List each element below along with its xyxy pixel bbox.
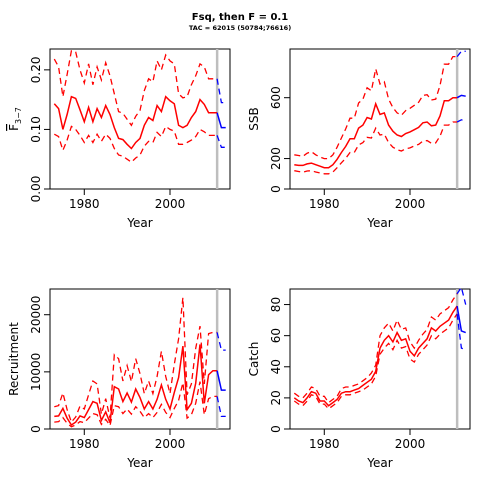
history-upper-line <box>54 297 218 424</box>
history-lower-line <box>54 381 218 428</box>
x-tick-label: 1980 <box>69 437 100 451</box>
x-axis-label: Year <box>366 456 392 470</box>
projection-upper-line <box>216 332 226 351</box>
y-axis-label-sub: 3−7 <box>14 107 23 124</box>
x-tick-label: 2000 <box>155 437 186 451</box>
y-tick-label: 20 <box>269 390 283 405</box>
plot-frame <box>49 288 231 430</box>
projection-median-line <box>216 112 226 129</box>
panel-catch: 1980 2000 0 20 40 60 80 Year Catch <box>247 285 471 470</box>
y-tick-label: 20000 <box>29 296 43 334</box>
y-tick-label: 0.20 <box>29 56 43 83</box>
x-axis-label: Year <box>126 216 152 230</box>
y-axis-label: Recruitment <box>7 322 21 396</box>
y-tick-label: 60 <box>269 328 283 343</box>
x-tick-label: 2000 <box>395 437 426 451</box>
x-tick-label: 1980 <box>69 197 100 211</box>
plot-frame <box>49 48 231 190</box>
panel-f: 1980 2000 0.00 0.10 0.20 Year F3−7 <box>7 48 231 230</box>
projection-lower-line <box>216 396 226 418</box>
history-lower-line <box>293 313 458 410</box>
y-axis-label-main: F <box>7 124 21 131</box>
x-axis-label: Year <box>366 216 392 230</box>
y-axis-label: Catch <box>247 342 261 377</box>
figure-subtitle: TAC = 62015 (50784;76616) <box>189 24 291 32</box>
history-median-line <box>294 96 458 169</box>
history-upper-line <box>293 293 458 404</box>
projection-upper-line <box>456 285 467 305</box>
x-tick-label: 2000 <box>395 197 426 211</box>
y-axis-label: SSB <box>247 107 261 130</box>
y-tick-label: 0 <box>269 425 283 433</box>
x-tick-label: 1980 <box>309 437 340 451</box>
y-tick-label: 0 <box>269 185 283 193</box>
projection-median-line <box>456 94 466 99</box>
y-tick-label: 80 <box>269 297 283 312</box>
x-tick-label: 2000 <box>155 197 186 211</box>
y-tick-label: 200 <box>269 147 283 170</box>
projection-upper-line <box>456 50 466 58</box>
projection-lower-line <box>216 135 226 148</box>
history-lower-line <box>53 125 218 164</box>
y-tick-label: 0.10 <box>29 116 43 143</box>
y-tick-label: 600 <box>269 86 283 109</box>
x-tick-label: 1980 <box>309 197 340 211</box>
y-axis-label: F3−7 <box>7 107 23 131</box>
y-tick-label: 40 <box>269 359 283 374</box>
figure-title: Fsq, then F = 0.1 <box>192 12 288 23</box>
projection-lower-line <box>456 313 466 351</box>
plot-frame <box>289 288 471 430</box>
history-median-line <box>53 95 218 150</box>
y-tick-label: 10000 <box>29 353 43 391</box>
projection-upper-line <box>216 78 226 104</box>
y-tick-label: 0 <box>29 425 43 433</box>
history-median-line <box>54 344 218 427</box>
panel-ssb: 1980 2000 0 200 600 Year SSB <box>247 48 471 230</box>
y-tick-label: 0.00 <box>29 176 43 203</box>
history-lower-line <box>294 121 458 175</box>
projection-median-line <box>456 305 466 334</box>
x-axis-label: Year <box>126 456 152 470</box>
history-upper-line <box>53 49 218 127</box>
history-upper-line <box>294 55 458 160</box>
history-median-line <box>293 305 458 407</box>
projection-median-line <box>216 370 226 391</box>
projection-lower-line <box>456 119 466 123</box>
plot-frame <box>289 48 471 190</box>
